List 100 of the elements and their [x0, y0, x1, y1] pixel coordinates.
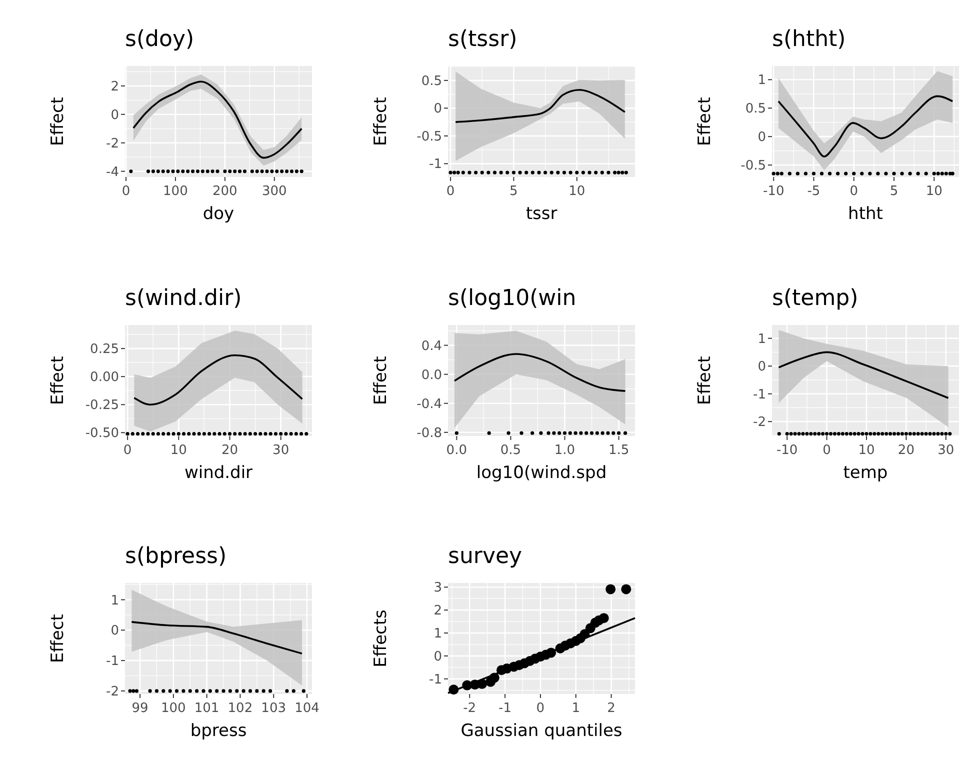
line-series: [454, 353, 626, 392]
y-tick-label: 1: [434, 626, 442, 642]
y-tick-label: 2: [110, 79, 119, 94]
x-tick-label: 0: [446, 184, 455, 199]
x-tick-label: 1.0: [554, 443, 576, 458]
x-tick-label: 101: [194, 701, 220, 716]
y-tick-label: 1: [758, 73, 766, 88]
x-axis-title: temp: [843, 463, 888, 483]
point: [606, 584, 616, 594]
x-tick-label: 100: [163, 184, 188, 199]
y-axis-title: Effect: [48, 614, 68, 663]
y-axis-title: Effects: [371, 609, 391, 668]
x-tick-label: 200: [212, 184, 238, 199]
y-tick-label: 0: [758, 130, 766, 146]
x-tick-label: 1.5: [608, 443, 630, 458]
x-tick-label: 104: [294, 701, 320, 716]
y-tick-label: 1: [110, 593, 119, 608]
x-tick-label: 99: [132, 701, 148, 716]
x-tick-label: 300: [262, 184, 287, 199]
x-tick-label: 0: [123, 443, 132, 458]
x-tick-label: 30: [938, 443, 954, 458]
y-tick-label: 0.5: [745, 102, 766, 117]
y-tick-label: 3: [434, 580, 442, 596]
x-tick-label: 10: [170, 443, 187, 458]
chart-title: s(wind.dir): [125, 286, 242, 311]
chart-title: s(temp): [772, 286, 858, 311]
y-tick-label: 0: [434, 649, 442, 664]
x-tick-label: 10: [568, 184, 586, 199]
x-tick-label: 10: [858, 443, 875, 458]
y-tick-label: -0.50: [85, 426, 119, 442]
y-tick-label: -1: [753, 387, 766, 402]
x-tick-label: 1: [572, 701, 580, 716]
x-tick-label: 0: [122, 184, 130, 199]
x-tick-label: -10: [762, 184, 784, 199]
y-tick-label: -2: [106, 684, 119, 700]
chart-title: s(log10(win: [448, 286, 576, 311]
y-axis-title: Effect: [371, 356, 391, 405]
x-tick-label: -10: [776, 443, 798, 458]
y-axis-title: Effect: [695, 96, 715, 146]
y-tick-label: 0: [758, 360, 766, 375]
x-tick-label: 30: [272, 443, 290, 458]
y-tick-label: 0.00: [90, 370, 119, 386]
chart-title: s(tssr): [448, 27, 518, 52]
x-tick-label: 0.5: [500, 443, 522, 458]
y-tick-label: 0: [110, 624, 119, 639]
y-tick-label: 0: [434, 102, 442, 117]
y-axis-title: Effect: [695, 356, 715, 405]
x-tick-label: 2: [607, 701, 616, 716]
line-series: [133, 354, 304, 406]
chart-title: survey: [448, 544, 522, 569]
x-tick-label: 5: [890, 184, 898, 199]
y-tick-label: -2: [753, 415, 766, 430]
y-axis-title: Effect: [48, 96, 68, 146]
y-tick-label: 2: [434, 604, 442, 619]
x-axis-title: tssr: [526, 204, 558, 224]
y-tick-label: 0.4: [421, 338, 442, 354]
x-tick-label: 20: [898, 443, 914, 458]
point: [598, 613, 609, 624]
chart-title: s(htht): [772, 27, 846, 52]
x-axis-title: log10(wind.spd: [476, 463, 607, 483]
x-tick-label: 0: [822, 443, 831, 458]
x-tick-label: 102: [228, 701, 253, 716]
x-tick-label: -2: [463, 701, 476, 716]
y-tick-label: -1: [429, 157, 442, 172]
x-tick-label: 5: [510, 184, 518, 199]
x-tick-label: 0: [536, 701, 545, 716]
y-tick-label: 1: [758, 332, 766, 347]
x-tick-label: 20: [221, 443, 238, 458]
x-tick-label: 0: [850, 184, 858, 199]
y-tick-label: -4: [106, 164, 119, 180]
x-tick-label: 100: [161, 701, 186, 716]
y-tick-label: 0.25: [90, 342, 119, 358]
y-tick-label: -2: [106, 136, 119, 152]
y-tick-label: 0: [110, 108, 119, 123]
y-tick-label: 0.0: [421, 368, 442, 383]
point: [621, 584, 632, 594]
x-tick-label: -5: [807, 184, 820, 199]
y-tick-label: 0.5: [421, 74, 442, 89]
x-axis-title: bpress: [190, 721, 247, 741]
x-axis-title: Gaussian quantiles: [460, 721, 622, 741]
x-tick-label: 103: [261, 701, 286, 716]
y-tick-label: -0.8: [416, 426, 442, 441]
y-tick-label: -0.4: [416, 396, 442, 412]
line-series: [778, 351, 950, 399]
chart-title: s(doy): [125, 27, 194, 52]
y-tick-label: -1: [106, 654, 119, 670]
x-tick-label: 10: [926, 184, 942, 199]
line-series: [778, 95, 954, 158]
y-tick-label: -1: [429, 672, 442, 688]
x-axis-title: doy: [202, 204, 234, 224]
y-tick-label: -0.5: [740, 158, 766, 174]
y-tick-label: -0.25: [85, 398, 119, 414]
line-series: [454, 88, 626, 123]
x-tick-label: 0.0: [446, 443, 467, 458]
x-axis-title: htht: [848, 204, 884, 224]
x-axis-title: wind.dir: [184, 463, 253, 483]
y-axis-title: Effect: [371, 96, 391, 146]
line-series: [130, 621, 303, 654]
x-tick-label: -1: [498, 701, 512, 716]
y-tick-label: -0.5: [416, 129, 442, 144]
